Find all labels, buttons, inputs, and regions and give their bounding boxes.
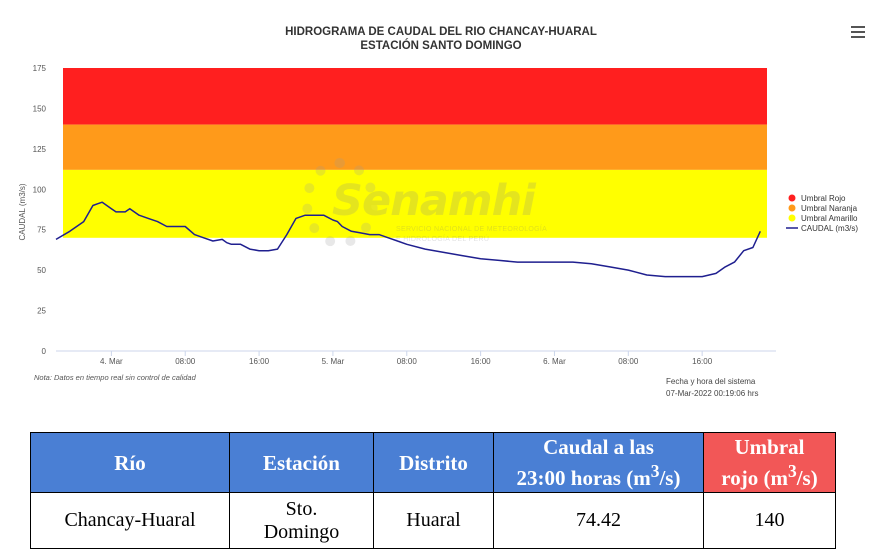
cell-estacion-line1: Sto. xyxy=(285,497,318,520)
header-caudal: Caudal a las 23:00 horas (m3/s) xyxy=(493,432,704,493)
threshold-band-1 xyxy=(63,124,767,170)
x-tick-label: 08:00 xyxy=(397,357,418,366)
header-umbral-rojo: Umbral rojo (m3/s) xyxy=(703,432,836,493)
header-estacion: Estación xyxy=(229,432,374,493)
header-caudal-exponent: 3 xyxy=(650,461,660,481)
header-umbral-exponent: 3 xyxy=(787,461,797,481)
table-row: Chancay-Huaral Sto. Domingo Huaral 74.42… xyxy=(30,492,836,549)
y-tick-label: 100 xyxy=(33,185,47,194)
flow-info-table: Río Estación Distrito Caudal a las 23:00… xyxy=(30,432,836,549)
x-axis: 4. Mar 08:00 16:00 5. Mar 08:00 16:00 6. Mar 08… xyxy=(100,351,713,366)
x-tick-label: 08:00 xyxy=(175,357,196,366)
threshold-band-0 xyxy=(63,68,767,125)
chart-title: HIDROGRAMA DE CAUDAL DEL RIO CHANCAY-HUA… xyxy=(285,26,597,38)
header-distrito: Distrito xyxy=(373,432,494,493)
chart-subtitle: ESTACIÓN SANTO DOMINGO xyxy=(360,39,521,52)
y-tick-label: 75 xyxy=(37,226,46,235)
header-umbral-line2: rojo (m xyxy=(721,466,788,490)
header-caudal-line1: Caudal a las xyxy=(543,435,654,459)
y-tick-label: 0 xyxy=(42,347,47,356)
legend-marker-0 xyxy=(788,194,796,202)
data-note: Nota: Datos en tiempo real sin control d… xyxy=(34,373,197,382)
hamburger-menu-icon[interactable] xyxy=(851,26,865,39)
legend-label-0: Umbral Rojo xyxy=(801,194,846,203)
y-axis: 0 25 50 75 100 125 150 175 xyxy=(33,64,776,356)
legend-marker-1 xyxy=(788,204,796,212)
x-tick-label: 16:00 xyxy=(249,357,270,366)
header-caudal-unit-end: /s) xyxy=(659,466,681,490)
threshold-bands xyxy=(63,68,767,238)
cell-rio: Chancay-Huaral xyxy=(30,492,230,549)
legend-label-2: Umbral Amarillo xyxy=(801,214,858,223)
hydrograph-chart: HIDROGRAMA DE CAUDAL DEL RIO CHANCAY-HUA… xyxy=(18,26,858,398)
legend-label-1: Umbral Naranja xyxy=(801,204,858,213)
header-umbral-line1: Umbral xyxy=(734,435,805,459)
legend-marker-2 xyxy=(788,214,796,222)
y-axis-label: CAUDAL (m3/s) xyxy=(18,183,27,240)
header-rio: Río xyxy=(30,432,230,493)
threshold-band-2 xyxy=(63,169,767,238)
cell-caudal: 74.42 xyxy=(493,492,704,549)
x-tick-label: 08:00 xyxy=(618,357,639,366)
cell-estacion-line2: Domingo xyxy=(263,520,340,543)
x-tick-label: 6. Mar xyxy=(543,357,566,366)
system-time-label: Fecha y hora del sistema xyxy=(666,377,756,386)
y-tick-label: 50 xyxy=(37,266,46,275)
x-tick-label: 5. Mar xyxy=(322,357,345,366)
y-tick-label: 150 xyxy=(33,104,47,113)
y-tick-label: 125 xyxy=(33,145,47,154)
legend-label-3: CAUDAL (m3/s) xyxy=(801,224,858,233)
y-tick-label: 175 xyxy=(33,64,47,73)
cell-umbral: 140 xyxy=(703,492,836,549)
y-tick-label: 25 xyxy=(37,307,46,316)
table-header-row: Río Estación Distrito Caudal a las 23:00… xyxy=(30,432,836,493)
x-tick-label: 16:00 xyxy=(692,357,713,366)
header-caudal-line2: 23:00 horas (m xyxy=(516,466,651,490)
caudal-series-line[interactable] xyxy=(55,201,761,278)
cell-distrito: Huaral xyxy=(373,492,494,549)
cell-estacion: Sto. Domingo xyxy=(229,492,374,549)
x-tick-label: 4. Mar xyxy=(100,357,123,366)
header-umbral-unit-end: /s) xyxy=(796,466,818,490)
system-time-value: 07-Mar-2022 00:19:06 hrs xyxy=(666,389,759,398)
x-tick-label: 16:00 xyxy=(471,357,492,366)
